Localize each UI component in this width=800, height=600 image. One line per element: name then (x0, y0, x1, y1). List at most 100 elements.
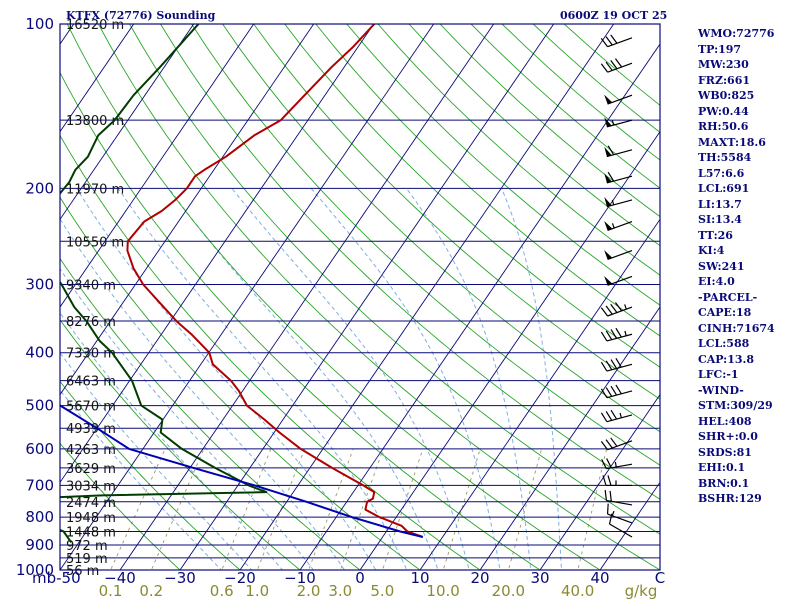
wind-barb (604, 117, 633, 128)
dry-adiabat (222, 24, 660, 433)
mixing-ratio-line (508, 448, 543, 570)
index-line: LFC:-1 (698, 368, 739, 381)
mixing-ratio-line (381, 448, 424, 570)
temperature-tick-label: 40 (590, 569, 609, 587)
index-line: KI:4 (698, 244, 725, 257)
isotherm (60, 24, 315, 396)
index-line: MAXT:18.6 (698, 135, 766, 149)
isotherm (119, 24, 495, 570)
dry-adiabat (346, 24, 660, 306)
height-label: 1448 m (66, 525, 116, 540)
wind-barb (600, 34, 633, 48)
index-line: BSHR:129 (698, 492, 762, 505)
isotherm (60, 24, 435, 570)
index-line: PW:0.44 (698, 104, 749, 118)
temperature-tick-label: 0 (355, 569, 365, 587)
pressure-tick-label: 900 (25, 536, 54, 554)
isotherm (299, 43, 660, 570)
index-line: SHR+:0.0 (698, 430, 758, 443)
isotherm (359, 130, 660, 570)
dry-adiabat (160, 24, 660, 500)
index-line: LCL:588 (698, 337, 750, 350)
isotherm (179, 24, 555, 570)
isotherm (60, 24, 255, 308)
height-label: 519 m (66, 552, 108, 567)
pressure-tick-label: 100 (25, 15, 54, 33)
index-line: -PARCEL- (698, 290, 758, 304)
index-line: EHI:0.1 (698, 461, 746, 474)
wind-barb (604, 220, 633, 231)
moist-adiabat (60, 351, 253, 570)
sounding-traces (60, 24, 424, 543)
temperature-tick-label: −10 (284, 569, 316, 587)
wind-barb (604, 275, 633, 286)
index-line: LCL:691 (698, 182, 750, 195)
moist-adiabat (60, 218, 346, 570)
mixing-ratio-line (150, 448, 205, 570)
temperature-tick-label: 30 (530, 569, 549, 587)
height-label: 10550 m (66, 235, 124, 250)
pressure-tick-label: 300 (25, 276, 54, 294)
dry-adiabat (60, 196, 421, 570)
isotherm (60, 24, 195, 221)
height-label: 9340 m (66, 279, 116, 294)
mixing-ratio-tick-label: 20.0 (492, 582, 525, 600)
moist-adiabat (60, 312, 284, 570)
mixing-ratio-line (221, 448, 272, 570)
height-label: 972 m (66, 539, 108, 554)
mixing-ratio-tick-labels: 0.1 0.2 0.6 1.0 2.0 3.0 5.0 10.0 20.0 40.0 (99, 582, 595, 600)
temperature-tick-label: −30 (164, 569, 196, 587)
temperature-tick-labels: mb-50 −40 −30 −20 −10 0 10 20 30 40 C (32, 569, 665, 587)
mixing-ratio-tick-label: 1.0 (245, 582, 269, 600)
index-line: SI:13.4 (698, 213, 742, 226)
index-line: TT:26 (698, 228, 733, 242)
pressure-tick-label: 400 (25, 344, 54, 362)
isotherm (239, 24, 615, 570)
wind-barb (604, 250, 633, 261)
height-label: 13800 m (66, 114, 124, 129)
index-line: RH:50.6 (698, 120, 749, 133)
temperature-tick-label: 20 (470, 569, 489, 587)
wind-barb (604, 94, 633, 105)
pressure-tick-label: 800 (25, 508, 54, 526)
moist-adiabat (231, 188, 470, 570)
mixing-ratio-tick-label: 0.6 (210, 582, 234, 600)
dry-adiabat (315, 24, 660, 337)
index-line: L57:6.6 (698, 166, 745, 180)
temperature-tick-label: −40 (104, 569, 136, 587)
height-label: 5670 m (66, 400, 116, 415)
index-line: CINH:71674 (698, 321, 775, 335)
temperature-tick-label: mb-50 (32, 569, 81, 587)
index-line: TH:5584 (698, 151, 752, 164)
dry-adiabat (60, 319, 301, 570)
dewpoint-trace (60, 24, 268, 543)
wind-barb (600, 357, 633, 372)
height-label: 56 m (66, 564, 99, 579)
moist-adiabat (117, 188, 408, 570)
wind-barb (604, 489, 633, 506)
mixing-ratio-line (442, 448, 481, 570)
pressure-tick-label: 600 (25, 440, 54, 458)
dry-adiabat (66, 24, 601, 570)
temperature-tick-label: 10 (410, 569, 429, 587)
mixing-ratio-tick-label: 5.0 (370, 582, 394, 600)
height-label: 3629 m (66, 462, 116, 477)
index-line: EI:4.0 (698, 275, 735, 288)
temperature-trace (126, 24, 424, 538)
mixing-ratio-line (339, 448, 384, 570)
mixing-ratio-line (577, 448, 608, 570)
mixing-ratio-tick-label: 10.0 (426, 582, 459, 600)
index-line: SW:241 (698, 259, 745, 273)
isotherms (60, 24, 660, 570)
height-labels: 16520 m 13800 m 11970 m 10550 m 9340 m 8276 m… (66, 18, 124, 579)
wind-barb (602, 475, 632, 487)
isotherm (479, 306, 660, 570)
dry-adiabat (191, 24, 660, 466)
pressure-tick-labels: 100 200 300 400 500 600 700 800 900 1000 (16, 15, 54, 579)
height-label: 7330 m (66, 347, 116, 362)
wind-barbs (600, 34, 633, 538)
index-line: TP:197 (698, 42, 742, 56)
index-line: FRZ:661 (698, 73, 751, 87)
wind-barb (600, 302, 633, 317)
